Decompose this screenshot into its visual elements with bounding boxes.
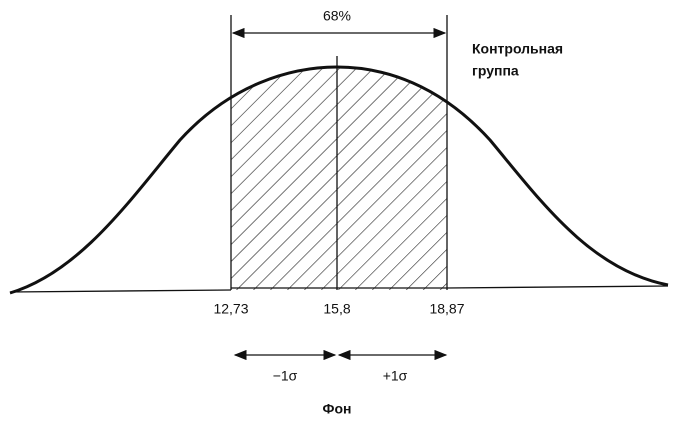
x-label: 18,87 xyxy=(429,301,464,317)
axis-label: Фон xyxy=(323,401,352,417)
hatched-area xyxy=(231,67,447,290)
baseline xyxy=(9,289,232,293)
curve-label: Контрольная xyxy=(472,41,563,57)
baseline xyxy=(446,285,669,289)
sigma-label: +1σ xyxy=(383,368,408,384)
x-label: 15,8 xyxy=(323,301,350,317)
sigma-label: −1σ xyxy=(273,368,298,384)
curve-label: группа xyxy=(472,63,519,79)
percent-label: 68% xyxy=(323,8,351,24)
x-label: 12,73 xyxy=(213,301,248,317)
